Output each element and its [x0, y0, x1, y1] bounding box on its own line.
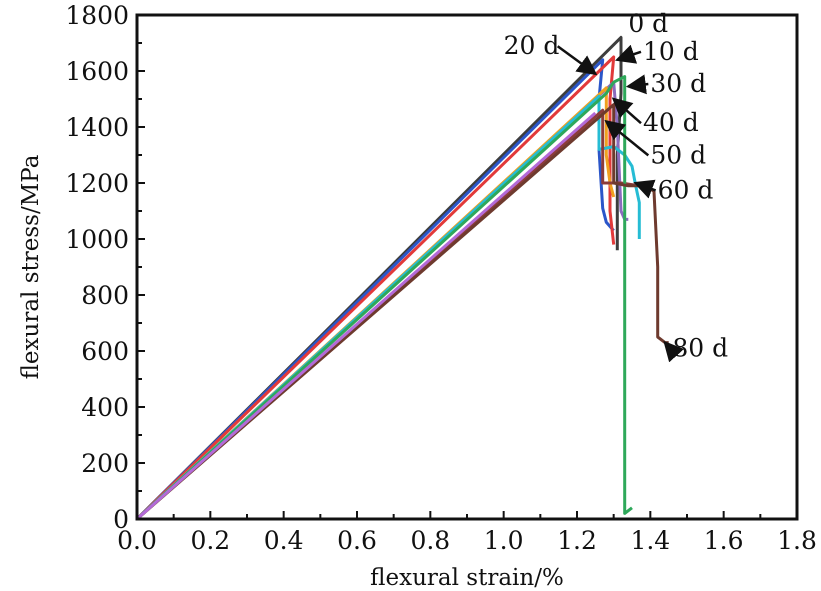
annotation-arrow [556, 45, 598, 76]
y-tick-label: 200 [81, 449, 129, 478]
y-tick-label: 800 [81, 281, 129, 310]
annotation-label: 80 d [672, 334, 728, 363]
x-tick-label: 0.6 [337, 526, 377, 555]
x-tick-label: 1.4 [630, 526, 670, 555]
annotation-label: 60 d [658, 175, 714, 204]
y-axis-title: flexural stress/MPa [18, 154, 44, 379]
series-line [135, 75, 633, 521]
y-tick-label: 1800 [65, 1, 129, 30]
tick-labels: 0.0 0.2 0.4 0.6 0.8 1.0 1.2 1.4 1.6 1.8 0 200 400 600… [65, 1, 817, 555]
annotation-label: 30 d [650, 69, 706, 98]
y-tick-label: 1000 [65, 225, 129, 254]
x-tick-label: 0.4 [264, 526, 304, 555]
annotation-arrow [604, 119, 650, 157]
series-line [135, 35, 623, 521]
x-tick-label: 1.6 [704, 526, 744, 555]
annotation-arrow [663, 340, 685, 363]
y-tick-label: 0 [113, 505, 129, 534]
annotation-arrows [556, 44, 685, 363]
x-tick-label: 1.0 [484, 526, 524, 555]
x-tick-label: 0.8 [410, 526, 450, 555]
y-tick-label: 1400 [65, 113, 129, 142]
annotation-arrow [625, 74, 649, 95]
y-tick-label: 1600 [65, 57, 129, 86]
x-axis-title: flexural strain/% [370, 565, 564, 591]
series-line [136, 111, 597, 521]
annotation-arrow [633, 179, 657, 199]
plot-frame [135, 13, 799, 521]
annotation-arrow [611, 97, 642, 125]
x-tick-label: 0.2 [190, 526, 230, 555]
x-tick-label: 0.0 [117, 526, 157, 555]
annotation-labels: 0 d 20 d 10 d 30 d 40 d 50 d 60 d 80 d [504, 9, 728, 363]
x-tick-label: 1.2 [557, 526, 597, 555]
x-tick-label: 1.8 [777, 526, 817, 555]
y-tick-label: 600 [81, 337, 129, 366]
annotation-label: 40 d [643, 108, 699, 137]
annotation-arrow [614, 44, 642, 64]
y-tick-label: 400 [81, 393, 129, 422]
annotation-label: 10 d [643, 37, 699, 66]
annotation-label: 0 d [628, 9, 668, 38]
y-tick-label: 1200 [65, 169, 129, 198]
annotation-label: 50 d [650, 140, 706, 169]
annotation-label: 20 d [504, 31, 560, 60]
